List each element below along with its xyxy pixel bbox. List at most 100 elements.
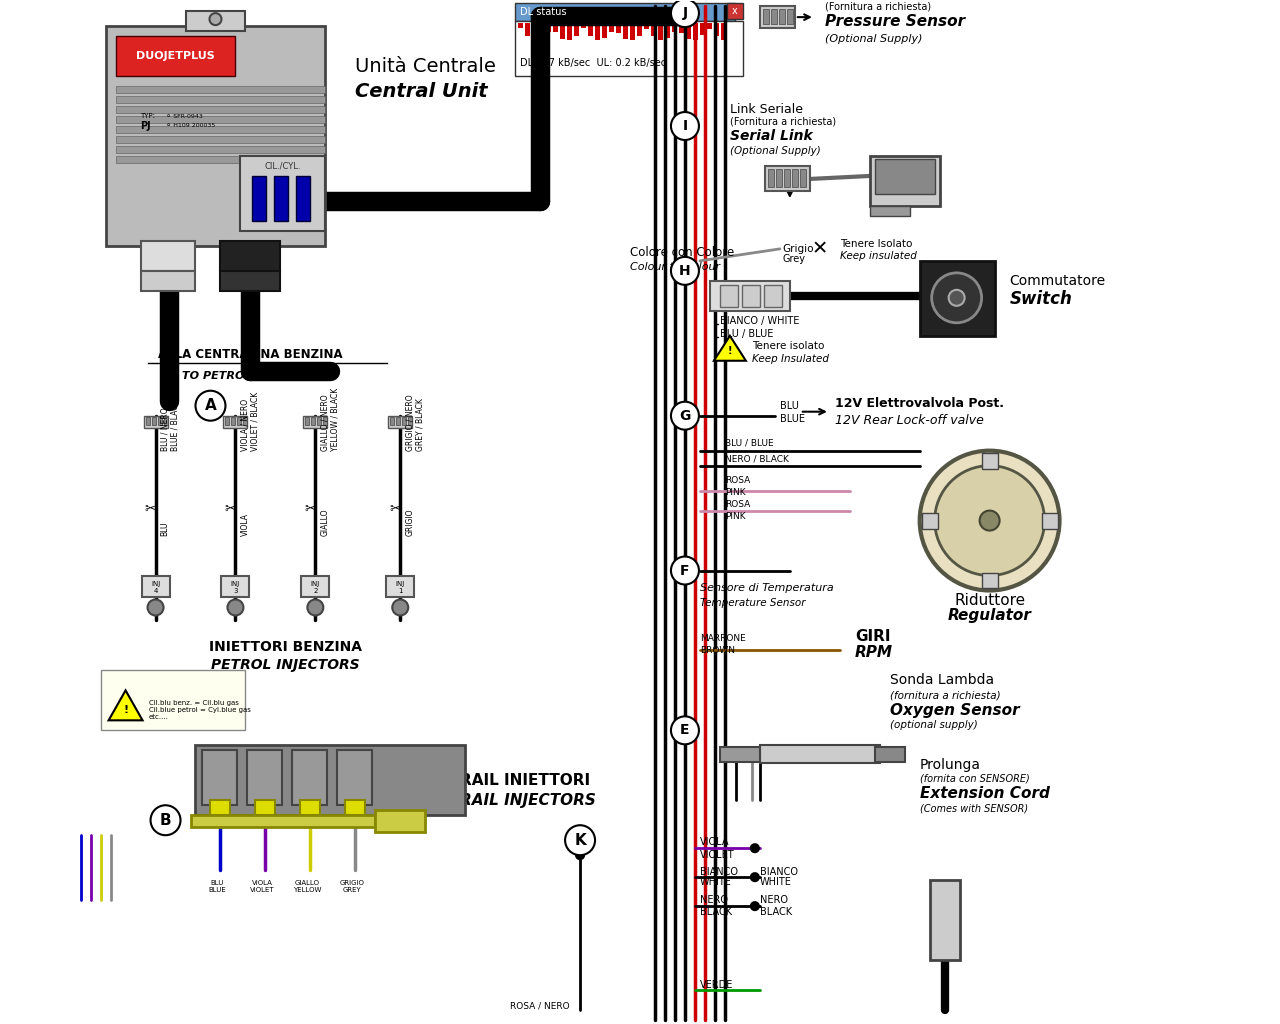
Text: GIALLO: GIALLO [320, 508, 329, 536]
Bar [115, 136, 325, 143]
Text: I: I [682, 119, 687, 133]
Bar [115, 126, 325, 133]
Bar [763, 9, 769, 25]
Bar [210, 800, 230, 815]
Bar [317, 417, 321, 425]
Bar [573, 24, 579, 36]
Text: VIOLET: VIOLET [700, 850, 735, 860]
Circle shape [681, 267, 689, 274]
Text: Temperature Sensor: Temperature Sensor [700, 598, 805, 608]
Bar [303, 416, 328, 428]
Bar [243, 417, 247, 425]
Circle shape [147, 599, 164, 615]
Bar [292, 751, 328, 805]
Text: BLU / BLUE: BLU / BLUE [719, 329, 773, 339]
Bar [143, 416, 168, 428]
Bar [623, 24, 628, 39]
Circle shape [576, 851, 584, 859]
Circle shape [671, 717, 699, 744]
Bar [547, 24, 552, 32]
Bar [390, 417, 394, 425]
Bar [232, 417, 236, 425]
Circle shape [979, 511, 1000, 530]
Bar [553, 24, 558, 33]
Bar [151, 417, 156, 425]
Bar [402, 417, 406, 425]
Bar [115, 36, 236, 76]
Text: BIANCO / WHITE: BIANCO / WHITE [719, 315, 799, 326]
Bar [869, 156, 940, 206]
Text: ALLA CENTRALINA BENZINA: ALLA CENTRALINA BENZINA [159, 348, 343, 360]
Text: A: A [205, 398, 216, 414]
Text: Serial Link: Serial Link [730, 129, 813, 143]
Text: GRIGIO
GREY: GRIGIO GREY [340, 881, 365, 893]
Text: Oxygen Sensor: Oxygen Sensor [890, 702, 1019, 718]
Bar [874, 748, 905, 762]
Text: ✂: ✂ [145, 502, 156, 515]
Text: BLACK: BLACK [760, 907, 792, 918]
Text: ROSA: ROSA [724, 476, 750, 485]
Bar [581, 24, 586, 29]
Bar [672, 24, 677, 32]
Text: RPM: RPM [855, 645, 892, 659]
Bar [225, 417, 229, 425]
Bar [164, 417, 168, 425]
Text: BIANCO: BIANCO [700, 867, 739, 878]
Text: Sonda Lambda: Sonda Lambda [890, 674, 993, 687]
Bar [324, 417, 328, 425]
Text: VIOLA / NERO
VIOLET / BLACK: VIOLA / NERO VIOLET / BLACK [241, 391, 260, 451]
Text: INJ
1: INJ 1 [396, 581, 404, 594]
Bar [397, 417, 401, 425]
Bar [707, 24, 712, 29]
Text: VIOLA: VIOLA [700, 838, 730, 847]
Circle shape [196, 391, 225, 421]
Text: Colore con Colore: Colore con Colore [630, 247, 735, 259]
Bar [115, 156, 325, 163]
Circle shape [210, 13, 221, 26]
Bar [146, 417, 150, 425]
Bar [800, 169, 806, 187]
Bar [588, 24, 593, 36]
Text: (Optional Supply): (Optional Supply) [824, 34, 923, 44]
Bar [742, 285, 760, 307]
Circle shape [681, 726, 689, 734]
Text: x: x [732, 6, 737, 16]
Text: NERO / BLACK: NERO / BLACK [724, 454, 788, 463]
Text: Prolunga: Prolunga [920, 759, 980, 772]
Bar [920, 261, 995, 336]
Bar [630, 24, 635, 40]
Bar [700, 24, 705, 36]
Bar [714, 24, 719, 36]
Circle shape [307, 599, 324, 615]
Text: INJ
3: INJ 3 [230, 581, 241, 594]
Text: WHITE: WHITE [700, 878, 732, 887]
Text: Link Seriale: Link Seriale [730, 102, 803, 116]
Bar [721, 24, 726, 40]
Text: ✂: ✂ [389, 502, 401, 515]
Circle shape [681, 566, 689, 574]
Text: INJ
2: INJ 2 [311, 581, 320, 594]
Text: DUOJETPLUS: DUOJETPLUS [136, 51, 215, 61]
Bar [616, 24, 621, 33]
Text: TYP:: TYP: [141, 113, 156, 119]
Bar [186, 11, 246, 31]
Circle shape [932, 272, 982, 323]
Bar [644, 24, 649, 29]
Text: VERDE: VERDE [700, 980, 733, 990]
Text: J: J [682, 6, 687, 20]
Bar [256, 800, 275, 815]
Bar [515, 3, 735, 22]
Text: Grigio: Grigio [783, 244, 814, 254]
Text: BLU: BLU [780, 400, 799, 411]
Bar [792, 169, 797, 187]
Text: 12V Rear Lock-off valve: 12V Rear Lock-off valve [835, 414, 983, 427]
Bar [141, 270, 196, 291]
Text: VIOLA
VIOLET: VIOLA VIOLET [250, 881, 275, 893]
Text: (Comes with SENSOR): (Comes with SENSOR) [920, 803, 1028, 813]
Text: Colour to Colour: Colour to Colour [630, 262, 721, 271]
Text: Cil.blu benz. = Cil.blu gas
Cil.blue petrol = Cyl.blue gas
etc....: Cil.blu benz. = Cil.blu gas Cil.blue pet… [148, 700, 251, 720]
Text: RAIL INJECTORS: RAIL INJECTORS [461, 793, 596, 808]
Circle shape [681, 122, 689, 130]
Bar [532, 24, 538, 40]
Bar [783, 169, 790, 187]
